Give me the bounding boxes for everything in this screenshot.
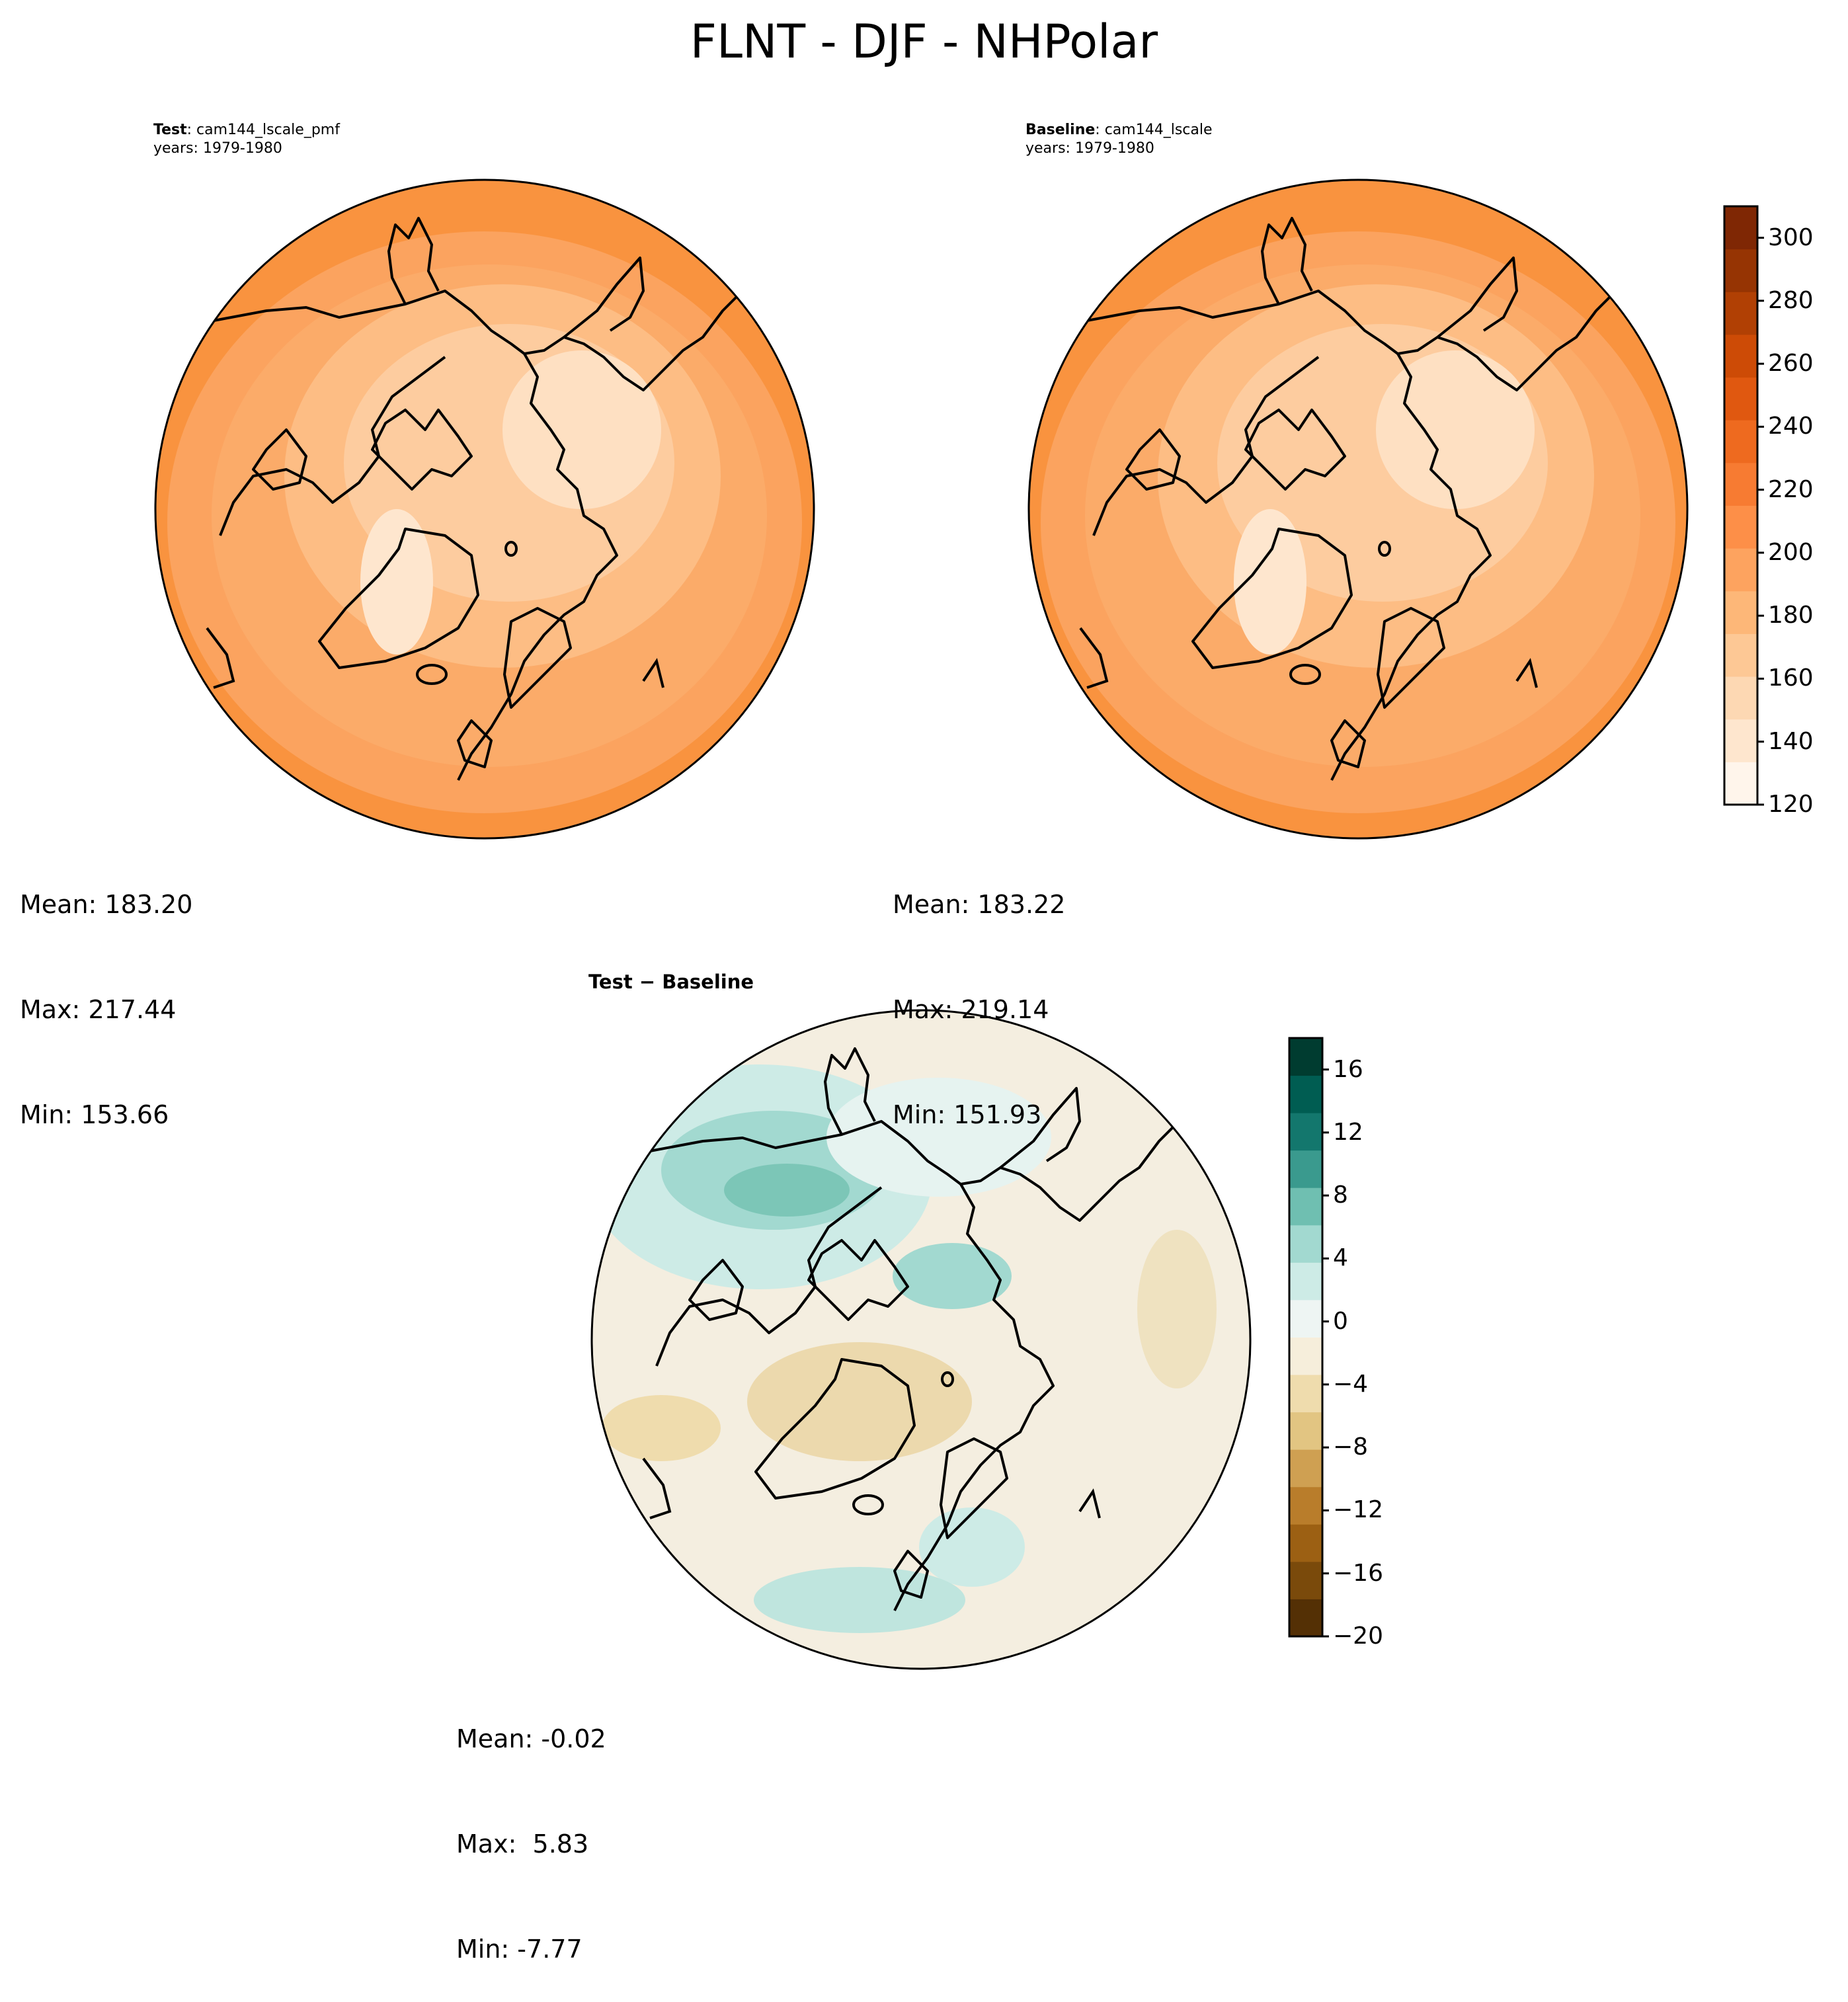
baseline-stat-min: Min: 151.93 bbox=[893, 1100, 1042, 1129]
baseline-years: years: 1979-1980 bbox=[1025, 140, 1154, 157]
diff-stats: Mean: -0.02 Max: 5.83 Min: -7.77 bbox=[456, 1652, 606, 2002]
main-colorbar-tick-label: 220 bbox=[1768, 475, 1814, 503]
diff-colorbar-segment bbox=[1289, 1038, 1322, 1076]
diff-colorbar-segment bbox=[1289, 1075, 1322, 1113]
diff-field-neg3 bbox=[602, 1395, 721, 1461]
diff-field-pos3 bbox=[724, 1164, 850, 1217]
baseline-stat-max: Max: 219.14 bbox=[893, 995, 1049, 1024]
baseline-map bbox=[1029, 180, 1687, 838]
diff-field-pos5 bbox=[826, 1078, 1051, 1197]
main-colorbar-tick-label: 180 bbox=[1768, 602, 1814, 629]
main-colorbar-segment bbox=[1724, 590, 1757, 634]
main-colorbar-tick-label: 120 bbox=[1768, 791, 1814, 818]
test-map-boundary bbox=[154, 179, 815, 840]
diff-colorbar-segment bbox=[1289, 1561, 1322, 1599]
diff-colorbar-tick-label: 12 bbox=[1333, 1118, 1363, 1146]
main-colorbar-tick-label: 300 bbox=[1768, 223, 1814, 251]
main-colorbar-segment bbox=[1724, 334, 1757, 378]
baseline-panel-title: Baseline: cam144_lscale years: 1979-1980 bbox=[1025, 121, 1213, 158]
main-colorbar-tick-label: 200 bbox=[1768, 538, 1814, 566]
diff-stat-max: Max: 5.83 bbox=[456, 1829, 589, 1859]
diff-colorbar-tick-label: −4 bbox=[1333, 1370, 1369, 1398]
diff-colorbar-segment bbox=[1289, 1224, 1322, 1263]
test-field-greenland bbox=[360, 509, 433, 655]
main-colorbar-segment bbox=[1724, 206, 1757, 250]
diff-colorbar-frame bbox=[1288, 1037, 1324, 1638]
main-colorbar-tick-label: 160 bbox=[1768, 664, 1814, 692]
diff-colorbar bbox=[1288, 1037, 1329, 1638]
main-colorbar-segment bbox=[1724, 676, 1757, 720]
main-colorbar-tick-label: 140 bbox=[1768, 727, 1814, 755]
diff-colorbar-tick-label: 4 bbox=[1333, 1244, 1348, 1272]
test-field-center bbox=[502, 350, 661, 509]
main-colorbar-frame bbox=[1723, 205, 1759, 806]
test-stats: Mean: 183.20 Max: 217.44 Min: 153.66 bbox=[20, 817, 192, 1168]
diff-field-pos4 bbox=[893, 1243, 1012, 1309]
baseline-field-center bbox=[1376, 350, 1535, 509]
diff-colorbar-segment bbox=[1289, 1412, 1322, 1450]
test-stat-min: Min: 153.66 bbox=[20, 1100, 169, 1129]
diff-colorbar-segment bbox=[1289, 1486, 1322, 1525]
baseline-label-bold: Baseline bbox=[1025, 122, 1096, 138]
diff-colorbar-segment bbox=[1289, 1599, 1322, 1637]
main-colorbar bbox=[1723, 205, 1764, 806]
main-colorbar-segment bbox=[1724, 292, 1757, 335]
diff-colorbar-segment bbox=[1289, 1299, 1322, 1338]
diff-field-pos7 bbox=[754, 1567, 965, 1633]
baseline-map-boundary bbox=[1027, 179, 1689, 840]
main-colorbar-segment bbox=[1724, 548, 1757, 592]
diff-panel-title: Test − Baseline bbox=[588, 971, 754, 993]
diff-colorbar-segment bbox=[1289, 1524, 1322, 1562]
test-panel-title: Test: cam144_lscale_pmf years: 1979-1980 bbox=[153, 121, 340, 158]
diff-colorbar-segment bbox=[1289, 1150, 1322, 1188]
figure-canvas bbox=[154, 179, 1764, 1670]
diff-stat-min: Min: -7.77 bbox=[456, 1935, 583, 1964]
main-colorbar-segment bbox=[1724, 762, 1757, 805]
diff-map-boundary bbox=[590, 1009, 1252, 1670]
main-colorbar-segment bbox=[1724, 249, 1757, 292]
diff-colorbar-segment bbox=[1289, 1375, 1322, 1413]
test-stat-max: Max: 217.44 bbox=[20, 995, 177, 1024]
baseline-label-case: : cam144_lscale bbox=[1095, 122, 1213, 138]
diff-colorbar-segment bbox=[1289, 1113, 1322, 1151]
main-colorbar-segment bbox=[1724, 505, 1757, 549]
baseline-stats: Mean: 183.22 Max: 219.14 Min: 151.93 bbox=[893, 817, 1065, 1168]
diff-colorbar-tick-label: −16 bbox=[1333, 1559, 1383, 1587]
baseline-stat-mean: Mean: 183.22 bbox=[893, 890, 1066, 919]
diff-colorbar-tick-label: −20 bbox=[1333, 1622, 1383, 1650]
main-colorbar-tick-label: 280 bbox=[1768, 286, 1814, 314]
main-colorbar-segment bbox=[1724, 420, 1757, 463]
main-colorbar-segment bbox=[1724, 462, 1757, 506]
diff-field-neg1 bbox=[747, 1342, 972, 1461]
diff-colorbar-tick-label: 8 bbox=[1333, 1181, 1348, 1209]
main-colorbar-segment bbox=[1724, 719, 1757, 762]
test-label-bold: Test bbox=[153, 122, 187, 138]
diff-colorbar-segment bbox=[1289, 1449, 1322, 1488]
main-colorbar-tick-label: 240 bbox=[1768, 413, 1814, 440]
diff-colorbar-tick-label: 16 bbox=[1333, 1055, 1363, 1083]
baseline-field-greenland bbox=[1234, 509, 1306, 655]
diff-colorbar-segment bbox=[1289, 1187, 1322, 1226]
diff-field-neg2 bbox=[1137, 1230, 1217, 1388]
main-colorbar-segment bbox=[1724, 633, 1757, 677]
diff-colorbar-tick-label: −12 bbox=[1333, 1496, 1383, 1524]
diff-stat-mean: Mean: -0.02 bbox=[456, 1724, 606, 1753]
test-years: years: 1979-1980 bbox=[153, 140, 282, 157]
test-map bbox=[155, 180, 814, 838]
diff-colorbar-segment bbox=[1289, 1337, 1322, 1375]
main-colorbar-segment bbox=[1724, 377, 1757, 420]
diff-colorbar-segment bbox=[1289, 1262, 1322, 1301]
test-stat-mean: Mean: 183.20 bbox=[20, 890, 193, 919]
main-colorbar-tick-label: 260 bbox=[1768, 350, 1814, 378]
test-label-case: : cam144_lscale_pmf bbox=[186, 122, 340, 138]
figure-title: FLNT - DJF - NHPolar bbox=[690, 15, 1158, 69]
diff-colorbar-tick-label: −8 bbox=[1333, 1433, 1369, 1461]
diff-colorbar-tick-label: 0 bbox=[1333, 1307, 1348, 1335]
